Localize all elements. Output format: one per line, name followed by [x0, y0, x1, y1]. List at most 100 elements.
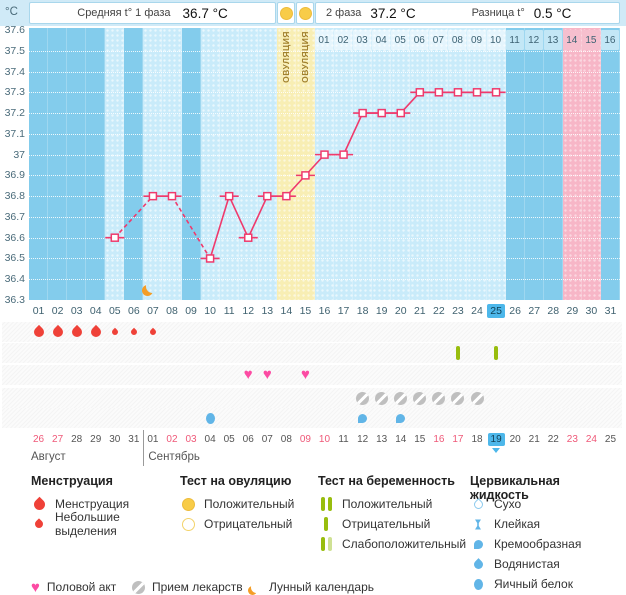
chart-column-day-16[interactable] [314, 28, 335, 300]
phase2-day-label-03: 03 [353, 30, 372, 50]
spotting-drop-icon [129, 327, 139, 337]
chart-column-day-25[interactable] [486, 28, 506, 300]
spotting-mark-day-06 [126, 324, 142, 340]
legend-group-cervical-fluid: Цервикальная жидкость Сухо Клейкая Кремо… [470, 474, 622, 594]
chart-column-day-31[interactable] [601, 28, 620, 300]
temp-point-day-20[interactable] [396, 108, 406, 118]
chart-column-day-28[interactable] [544, 28, 563, 300]
temp-point-day-21[interactable] [415, 88, 425, 97]
pregnancy-test-weak-positive-icon [320, 537, 332, 551]
temp-point-day-25[interactable] [491, 88, 501, 97]
chart-column-day-19[interactable] [372, 28, 392, 300]
chart-column-day-23[interactable] [448, 28, 468, 300]
chart-column-day-20[interactable] [391, 28, 411, 300]
temp-point-day-10[interactable] [205, 254, 215, 263]
date-20: 20 [509, 434, 521, 445]
temp-point-day-14[interactable] [282, 191, 291, 201]
phase2-day-label-05: 05 [391, 30, 410, 50]
chart-column-day-13[interactable] [257, 28, 277, 300]
chart-column-day-30[interactable] [581, 28, 601, 300]
legend-item: Отрицательный [180, 514, 317, 534]
chart-column-day-04[interactable] [86, 28, 106, 300]
temp-point-day-18[interactable] [358, 108, 367, 118]
phase2-day-label-09: 09 [467, 30, 486, 50]
temp-point-day-07[interactable] [148, 191, 158, 201]
temp-point-day-19[interactable] [377, 108, 386, 118]
chart-column-day-24[interactable] [467, 28, 487, 300]
temp-diff-value: 0.5 °C [533, 5, 572, 21]
legend-item-label: Прием лекарств [152, 580, 243, 594]
temp-point-day-24[interactable] [472, 88, 482, 97]
temp-point-day-13[interactable] [263, 191, 272, 201]
chart-column-day-11[interactable] [219, 28, 239, 300]
phase2-day-label-04: 04 [372, 30, 391, 50]
gridline [29, 175, 620, 177]
date-13: 13 [376, 434, 388, 445]
chart-column-day-09[interactable] [182, 28, 201, 300]
phase2-label: 2 фаза [326, 7, 362, 19]
cycle-day-label-26: 26 [509, 305, 521, 317]
menstruation-drop-icon [50, 324, 65, 340]
y-tick-37.2: 37.2 [4, 107, 25, 120]
chart-column-day-26[interactable] [506, 28, 525, 300]
chart-column-day-21[interactable] [410, 28, 430, 300]
temp-point-day-15[interactable] [301, 171, 310, 180]
date-07: 07 [261, 434, 273, 445]
temp-point-day-23[interactable] [453, 88, 463, 97]
legend-item-label: Лунный календарь [269, 580, 375, 594]
chart-column-day-14[interactable] [276, 28, 296, 300]
chart-column-day-18[interactable] [353, 28, 373, 300]
cycle-day-label-14: 14 [280, 305, 293, 317]
moon-icon [146, 280, 159, 293]
legend-item: Положительный [180, 494, 317, 514]
chart-column-day-06[interactable] [124, 28, 144, 300]
chart-column-day-12[interactable] [238, 28, 258, 300]
cycle-day-label-03: 03 [70, 305, 83, 317]
temp-point-day-22[interactable] [434, 88, 444, 97]
fluid-dry-icon [471, 497, 485, 511]
chart-column-day-27[interactable] [525, 28, 544, 300]
legend-item-label: Клейкая [494, 517, 541, 531]
legend-group-menstruation: Менструация Менструация Небольшие выделе… [31, 474, 179, 538]
date-09: 09 [299, 434, 311, 445]
cycle-day-label-09: 09 [185, 305, 197, 317]
gridline [29, 113, 620, 115]
phase2-day-label-11: 11 [505, 30, 524, 50]
chart-column-day-22[interactable] [429, 28, 449, 300]
legend-item: Кремообразная [470, 534, 622, 554]
legend-footer: Половой акт Прием лекарств Лунный календ… [0, 577, 626, 595]
fluid-creamy-icon [396, 413, 406, 423]
medication-pill-icon [451, 391, 465, 405]
chart-column-day-10[interactable] [200, 28, 220, 300]
medication-mark-day-21 [412, 390, 428, 406]
avg-phase1-value: 36.7 °C [182, 5, 228, 21]
chart-column-day-17[interactable] [334, 28, 354, 300]
temp-point-day-16[interactable] [320, 150, 329, 159]
temp-point-day-17[interactable] [339, 150, 348, 159]
chart-column-day-02[interactable] [48, 28, 68, 300]
date-08: 08 [280, 434, 292, 445]
cycle-day-label-15: 15 [299, 305, 312, 317]
legend-item: Лунный календарь [251, 577, 374, 595]
temp-point-day-12[interactable] [243, 233, 253, 242]
legend-item-label: Отрицательный [204, 517, 293, 531]
chart-column-day-29[interactable] [562, 28, 582, 300]
chart-column-day-15[interactable] [295, 28, 315, 300]
temp-point-day-11[interactable] [224, 191, 234, 201]
phase2-day-label-10: 10 [486, 30, 505, 50]
legend-item-label: Кремообразная [494, 537, 582, 551]
chart-column-day-03[interactable] [67, 28, 87, 300]
temp-connector [114, 195, 154, 239]
medication-pill-icon [470, 391, 484, 405]
medication-row [2, 388, 622, 408]
chart-column-day-08[interactable] [162, 28, 182, 300]
temp-point-day-05[interactable] [110, 233, 120, 242]
legend-item: Слабоположительный [318, 534, 469, 554]
medication-mark-day-19 [374, 390, 390, 406]
chart-column-day-01[interactable] [29, 28, 49, 300]
chart-column-day-07[interactable] [143, 28, 163, 300]
phase2-value: 37.2 °C [370, 5, 416, 21]
temp-point-day-08[interactable] [167, 191, 177, 201]
date-02: 02 [166, 434, 178, 445]
